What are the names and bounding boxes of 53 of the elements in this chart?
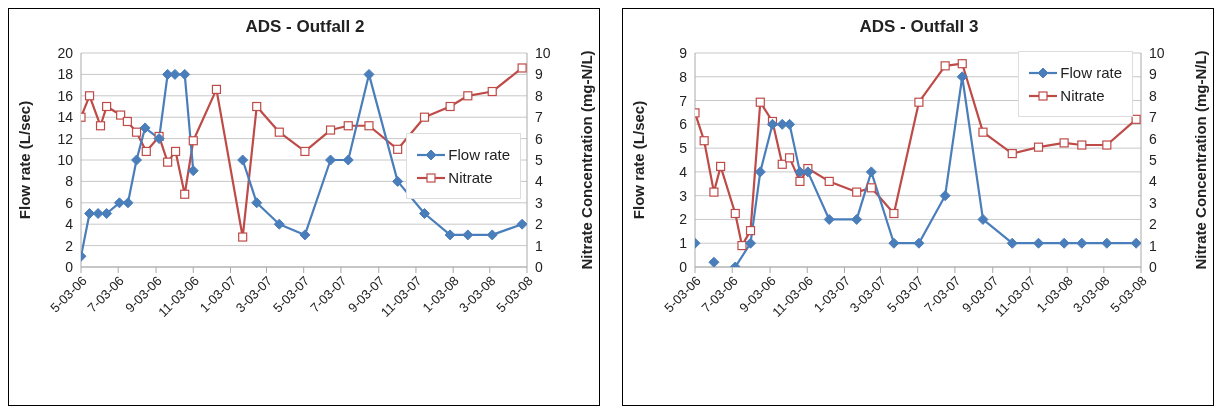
y2-tick-label: 7 [535,109,543,126]
y2-tick-label: 9 [535,66,543,83]
y2-tick-label: 2 [1149,216,1157,233]
y2-tick-label: 5 [535,151,543,168]
legend-label: Flow rate [448,146,510,163]
y-tick-label: 5 [679,140,688,157]
y2-tick-label: 3 [535,194,543,211]
y2-axis-title: Nitrate Concentration (mg-N/L) [578,50,596,270]
y2-tick-label: 1 [1149,237,1157,254]
y2-tick-label: 8 [1149,87,1157,104]
y-tick-label: 8 [65,173,74,190]
legend-label: Nitrate [448,169,493,186]
y2-tick-label: 10 [535,44,551,61]
y-tick-label: 9 [679,44,688,61]
y-tick-label: 3 [679,187,688,204]
y-tick-label: 10 [57,151,74,168]
y2-tick-label: 1 [535,237,543,254]
y2-tick-label: 7 [1149,109,1157,126]
y-tick-label: 0 [679,258,688,275]
y-tick-label: 18 [57,66,74,83]
legend-label: Flow rate [1060,64,1122,81]
y-tick-label: 6 [679,116,688,133]
y-tick-label: 8 [679,68,688,85]
y-tick-label: 7 [679,92,688,109]
y-axis-title: Flow rate (L/sec) [630,100,648,220]
y2-axis-title: Nitrate Concentration (mg-N/L) [1192,50,1210,270]
y-tick-label: 1 [679,235,688,252]
y-axis-title: Flow rate (L/sec) [16,100,34,220]
y-tick-label: 0 [65,258,74,275]
y-tick-label: 2 [679,211,688,228]
y-tick-label: 16 [57,87,74,104]
y2-tick-label: 6 [1149,130,1157,147]
y-tick-label: 6 [65,194,74,211]
chart-title: ADS - Outfall 2 [244,17,366,37]
y2-tick-label: 4 [535,173,543,190]
y2-tick-label: 0 [1149,258,1157,275]
y2-tick-label: 2 [535,216,543,233]
y2-tick-label: 10 [1149,44,1165,61]
y-tick-label: 20 [57,44,74,61]
y2-tick-label: 6 [535,130,543,147]
y2-tick-label: 0 [535,258,543,275]
y2-tick-label: 9 [1149,66,1157,83]
y-tick-label: 14 [57,109,74,126]
y-tick-label: 2 [65,237,74,254]
chart-title: ADS - Outfall 3 [858,17,980,37]
y-tick-label: 4 [65,216,74,233]
y2-tick-label: 4 [1149,173,1157,190]
legend-label: Nitrate [1060,87,1105,104]
y-tick-label: 4 [679,163,688,180]
y2-tick-label: 3 [1149,194,1157,211]
y2-tick-label: 8 [535,87,543,104]
y2-tick-label: 5 [1149,151,1157,168]
y-tick-label: 12 [57,130,74,147]
